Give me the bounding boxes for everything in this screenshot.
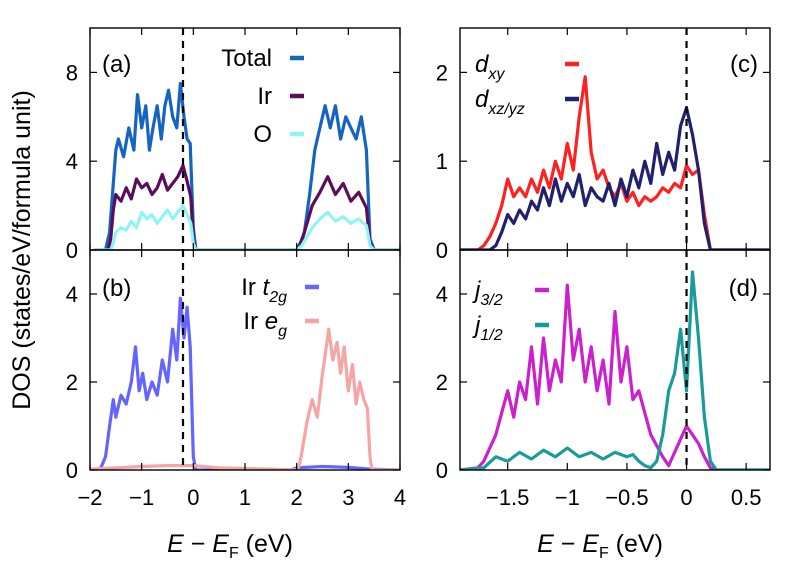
x-tick-label: −1	[129, 485, 154, 510]
legend-label: Ir t2g	[241, 274, 287, 306]
series-line-dxz-yz	[460, 106, 770, 250]
y-tick-label: 1	[436, 149, 448, 174]
y-tick-label: 2	[436, 60, 448, 85]
series-line-j3-2	[460, 283, 770, 470]
y-tick-label: 0	[436, 458, 448, 483]
x-tick-label: −1	[555, 485, 580, 510]
legend-label: Ir eg	[243, 308, 287, 340]
x-tick-label: 0.5	[731, 485, 762, 510]
y-tick-label: 4	[66, 282, 78, 307]
y-tick-label: 0	[66, 458, 78, 483]
y-tick-label: 2	[436, 370, 448, 395]
series-line-ir-t2g	[90, 296, 400, 470]
x-tick-label: 4	[394, 485, 406, 510]
legend-label: Ir	[257, 83, 272, 110]
x-tick-label: −1.5	[486, 485, 529, 510]
x-tick-label: 1	[239, 485, 251, 510]
legend-label: Total	[221, 45, 272, 72]
y-tick-label: 0	[66, 238, 78, 263]
x-tick-label: −0.5	[605, 485, 648, 510]
panel-d: 0 2 4 −1.5 −1 −0.5 0 0.5 (d) j3/2j1/2	[436, 249, 771, 510]
panel-label: (c)	[730, 51, 758, 78]
legend-label: dxz/yz	[475, 86, 525, 118]
series-line-o	[93, 204, 400, 250]
x-tick-label: 0	[187, 485, 199, 510]
y-tick-label: 2	[66, 370, 78, 395]
x-axis-label-right: E − EF (eV)	[537, 530, 663, 562]
x-tick-label: 0	[680, 485, 692, 510]
x-axis-label-left: E − EF (eV)	[167, 530, 293, 562]
y-tick-label: 4	[436, 282, 448, 307]
legend-label: j1/2	[472, 312, 503, 344]
series-line-total	[93, 81, 400, 250]
y-tick-label: 4	[66, 149, 78, 174]
series-line-ir-eg	[90, 327, 400, 470]
y-tick-label: 0	[436, 238, 448, 263]
y-axis-label: DOS (states/eV/formula unit)	[8, 90, 36, 410]
panel-a: 0 4 8 (a) Total Ir O	[66, 27, 401, 263]
y-tick-label: 8	[66, 60, 78, 85]
x-tick-label: 3	[342, 485, 354, 510]
panel-label: (a)	[102, 51, 131, 78]
series-line-dxy	[460, 75, 770, 250]
panel-label: (d)	[729, 275, 758, 302]
legend-label: O	[253, 121, 272, 148]
legend-label: dxy	[475, 51, 505, 83]
series-line-ir	[93, 164, 400, 250]
x-tick-label: −2	[77, 485, 102, 510]
legend-label: j3/2	[472, 277, 503, 309]
panel-label: (b)	[102, 275, 131, 302]
series-line-j1-2	[460, 270, 770, 470]
x-tick-label: 2	[291, 485, 303, 510]
plot-frame	[459, 249, 771, 471]
